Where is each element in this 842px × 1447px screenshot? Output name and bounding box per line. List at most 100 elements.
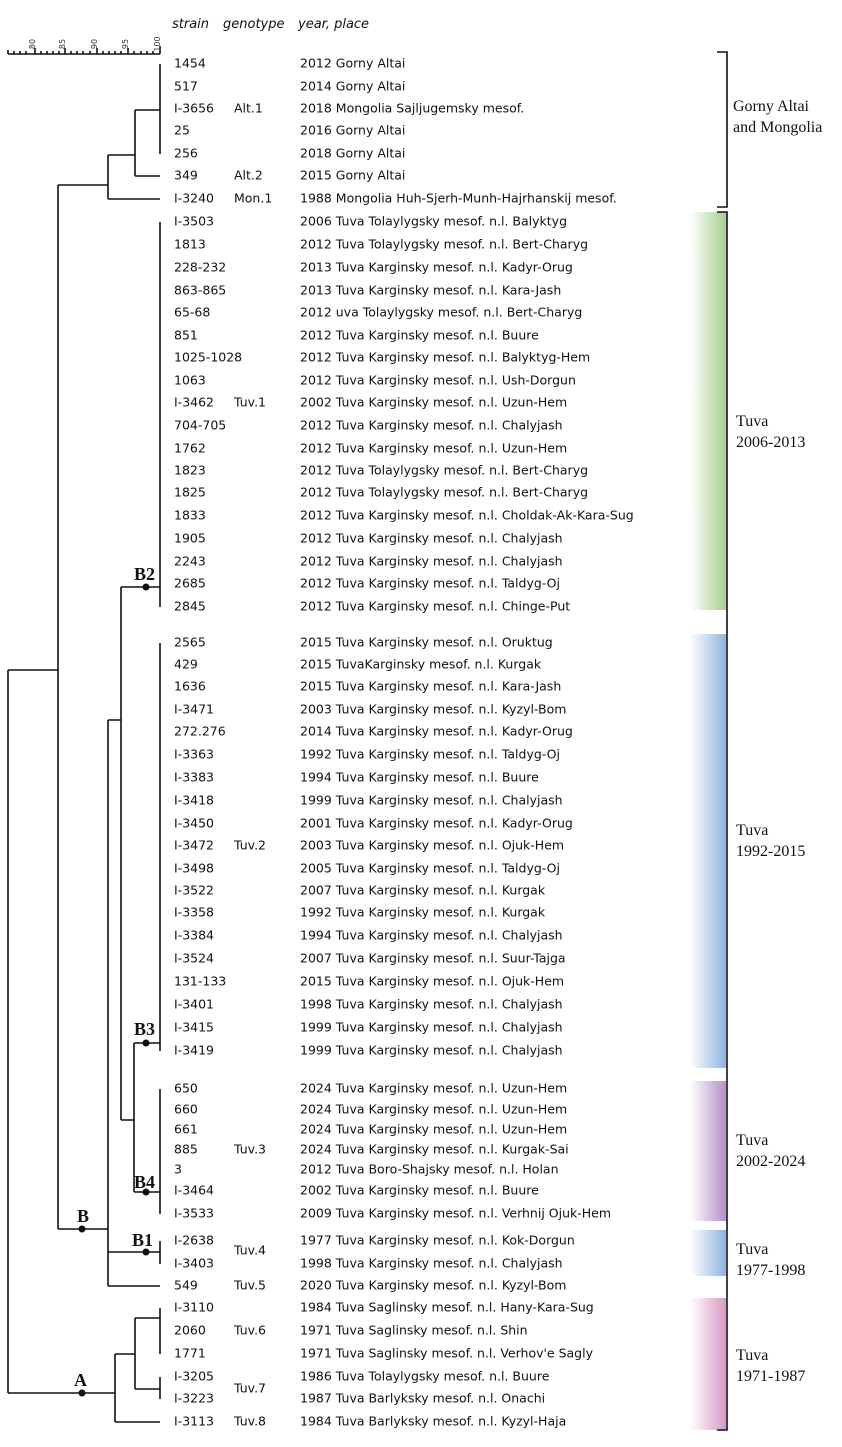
genotype: Tuv.2	[233, 838, 266, 853]
strain: I-3113	[174, 1414, 214, 1429]
strain: I-3419	[174, 1043, 214, 1058]
strain: I-3462	[174, 395, 214, 410]
strain: I-3533	[174, 1206, 214, 1221]
year-place: 1998 Tuva Karginsky mesof. n.l. Chalyjas…	[300, 1256, 563, 1271]
year-place: 2016 Gorny Altai	[300, 123, 405, 138]
year-place: 1971 Tuva Saglinsky mesof. n.l. Shin	[300, 1323, 528, 1338]
year-place: 2015 Tuva Karginsky mesof. n.l. Kara-Jas…	[300, 679, 561, 694]
strain: I-3503	[174, 214, 214, 229]
year-place: 2014 Gorny Altai	[300, 79, 405, 94]
year-place: 2005 Tuva Karginsky mesof. n.l. Taldyg-O…	[300, 861, 560, 876]
strain: 851	[174, 328, 198, 343]
strain: I-3524	[174, 951, 214, 966]
year-place: 2014 Tuva Karginsky mesof. n.l. Kadyr-Or…	[300, 724, 573, 739]
strain: I-3223	[174, 1391, 214, 1406]
year-place: 1999 Tuva Karginsky mesof. n.l. Chalyjas…	[300, 793, 563, 808]
year-place: 2018 Gorny Altai	[300, 146, 405, 161]
year-place: 2020 Tuva Karginsky mesof. n.l. Kyzyl-Bo…	[300, 1278, 566, 1293]
year-place: 1971 Tuva Saglinsky mesof. n.l. Verhov'e…	[300, 1346, 594, 1361]
year-place: 2002 Tuva Karginsky mesof. n.l. Uzun-Hem	[300, 395, 567, 410]
group-label: Tuva	[736, 1241, 768, 1258]
strain: 661	[174, 1122, 198, 1137]
year-place: 2015 Tuva Karginsky mesof. n.l. Ojuk-Hem	[300, 974, 564, 989]
scale-label: 80	[28, 39, 37, 49]
strain: 429	[174, 657, 198, 672]
strain: 25	[174, 123, 190, 138]
strain: 1905	[174, 531, 206, 546]
year-place: 2015 Gorny Altai	[300, 168, 405, 183]
genotype: Alt.2	[234, 168, 263, 183]
year-place: 2012 Tuva Karginsky mesof. n.l. Chalyjas…	[300, 531, 563, 546]
header-strain: strain	[172, 17, 209, 32]
strain: 863-865	[174, 283, 226, 298]
strain: I-3472	[174, 838, 214, 853]
year-place: 2002 Tuva Karginsky mesof. n.l. Buure	[300, 1183, 539, 1198]
strain: 2565	[174, 635, 206, 650]
year-place: 2012 Tuva Karginsky mesof. n.l. Choldak-…	[300, 508, 634, 523]
strain: 885	[174, 1142, 198, 1157]
group-label: 2006-2013	[736, 434, 805, 451]
year-place: 2006 Tuva Tolaylygsky mesof. n.l. Balykt…	[300, 214, 567, 229]
year-place: 1998 Tuva Karginsky mesof. n.l. Chalyjas…	[300, 997, 563, 1012]
year-place: 1987 Tuva Barlyksky mesof. n.l. Onachi	[300, 1391, 545, 1406]
strain: 1813	[174, 237, 206, 252]
year-place: 1986 Tuva Tolaylygsky mesof. n.l. Buure	[300, 1369, 550, 1384]
strain: 272.276	[174, 724, 226, 739]
scale-bar	[7, 46, 161, 55]
year-place: 2007 Tuva Karginsky mesof. n.l. Kurgak	[300, 883, 546, 898]
year-place: 2012 Gorny Altai	[300, 56, 405, 71]
genotype: Tuv.5	[233, 1278, 266, 1293]
strain: 517	[174, 79, 198, 94]
genotype: Tuv.1	[233, 395, 266, 410]
strain: 2685	[174, 576, 206, 591]
strain: 704-705	[174, 418, 226, 433]
strain: 1825	[174, 485, 206, 500]
clade-label: B3	[134, 1019, 155, 1039]
year-place: 2012 Tuva Karginsky mesof. n.l. Chinge-P…	[300, 599, 570, 614]
year-place: 1984 Tuva Saglinsky mesof. n.l. Hany-Kar…	[300, 1300, 594, 1315]
year-place: 2012 Tuva Karginsky mesof. n.l. Chalyjas…	[300, 418, 563, 433]
year-place: 2001 Tuva Karginsky mesof. n.l. Kadyr-Or…	[300, 816, 573, 831]
strain: I-2638	[174, 1233, 214, 1248]
group-label: Tuva	[736, 822, 768, 839]
scale-label: 90	[90, 39, 99, 49]
group-label: Tuva	[736, 1132, 768, 1149]
strain: I-3240	[174, 191, 214, 206]
genotype: Alt.1	[234, 101, 263, 116]
year-place: 2003 Tuva Karginsky mesof. n.l. Kyzyl-Bo…	[300, 702, 566, 717]
strain: 256	[174, 146, 198, 161]
strain: I-3522	[174, 883, 214, 898]
strain: 228-232	[174, 260, 226, 275]
year-place: 2012 uva Tolaylygsky mesof. n.l. Bert-Ch…	[300, 305, 582, 320]
year-place: 2012 Tuva Tolaylygsky mesof. n.l. Bert-C…	[300, 463, 588, 478]
strain: I-3403	[174, 1256, 214, 1271]
year-place: 1977 Tuva Karginsky mesof. n.l. Kok-Dorg…	[300, 1233, 575, 1248]
strain: 349	[174, 168, 198, 183]
clade-label: A	[74, 1370, 87, 1390]
genotype: Tuv.4	[233, 1243, 266, 1258]
group-label: and Mongolia	[733, 119, 822, 136]
year-place: 2013 Tuva Karginsky mesof. n.l. Kadyr-Or…	[300, 260, 573, 275]
scale-label: 100	[153, 36, 162, 51]
strain: I-3383	[174, 770, 214, 785]
strain: 3	[174, 1162, 182, 1177]
strain: 2845	[174, 599, 206, 614]
group-label: 1977-1998	[736, 1262, 805, 1279]
genotype: Mon.1	[234, 191, 272, 206]
year-place: 2012 Tuva Karginsky mesof. n.l. Taldyg-O…	[300, 576, 560, 591]
header-genotype: genotype	[223, 17, 284, 32]
strain: 1833	[174, 508, 206, 523]
year-place: 1994 Tuva Karginsky mesof. n.l. Chalyjas…	[300, 928, 563, 943]
year-place: 2012 Tuva Tolaylygsky mesof. n.l. Bert-C…	[300, 237, 588, 252]
year-place: 1999 Tuva Karginsky mesof. n.l. Chalyjas…	[300, 1020, 563, 1035]
strain: 2243	[174, 554, 206, 569]
year-place: 1988 Mongolia Huh-Sjerh-Munh-Hajrhanskij…	[300, 191, 617, 206]
year-place: 2012 Tuva Karginsky mesof. n.l. Buure	[300, 328, 539, 343]
year-place: 2012 Tuva Karginsky mesof. n.l. Chalyjas…	[300, 554, 563, 569]
strain: I-3363	[174, 747, 214, 762]
group-label: Tuva	[736, 413, 768, 430]
year-place: 2018 Mongolia Sajljugemsky mesof.	[300, 101, 524, 116]
strain: 650	[174, 1081, 198, 1096]
strain: I-3358	[174, 905, 214, 920]
